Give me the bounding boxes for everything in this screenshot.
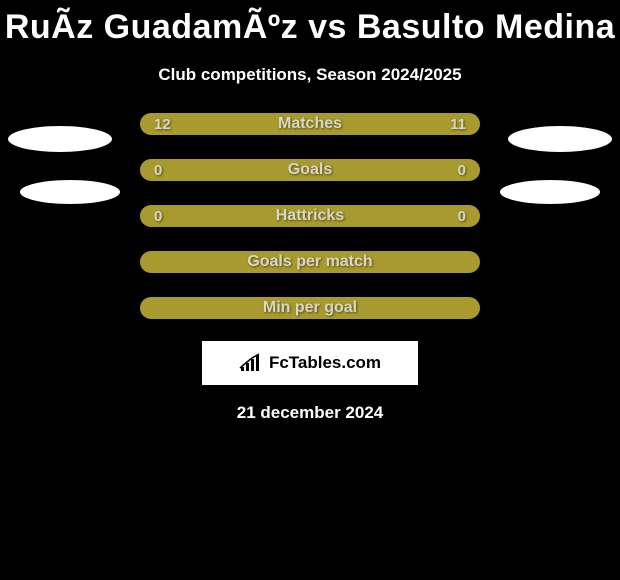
brand-box[interactable]: FcTables.com	[202, 341, 418, 385]
stat-label: Hattricks	[276, 207, 344, 225]
stat-row-goals: 0 Goals 0	[140, 159, 480, 181]
stat-label: Min per goal	[263, 299, 357, 317]
stat-row-min-per-goal: Min per goal	[140, 297, 480, 319]
stat-left-value: 0	[154, 208, 162, 225]
stat-right-value: 0	[458, 208, 466, 225]
stat-row-hattricks: 0 Hattricks 0	[140, 205, 480, 227]
date-text: 21 december 2024	[237, 403, 384, 423]
stats-area: 12 Matches 11 0 Goals 0 0 Hattricks 0 Go…	[0, 113, 620, 319]
stat-label: Matches	[278, 115, 342, 133]
main-container: RuÃ­z GuadamÃºz vs Basulto Medina Club c…	[0, 0, 620, 423]
stat-row-matches: 12 Matches 11	[140, 113, 480, 135]
stat-label: Goals	[288, 161, 332, 179]
stat-label: Goals per match	[247, 253, 372, 271]
stat-row-goals-per-match: Goals per match	[140, 251, 480, 273]
page-title: RuÃ­z GuadamÃºz vs Basulto Medina	[5, 8, 615, 47]
stat-right-value: 0	[458, 162, 466, 179]
stat-left-value: 12	[154, 116, 171, 133]
page-subtitle: Club competitions, Season 2024/2025	[158, 65, 461, 85]
stat-right-value: 11	[450, 116, 466, 133]
stat-left-value: 0	[154, 162, 162, 179]
brand-text: FcTables.com	[269, 353, 381, 373]
chart-icon	[239, 353, 263, 373]
